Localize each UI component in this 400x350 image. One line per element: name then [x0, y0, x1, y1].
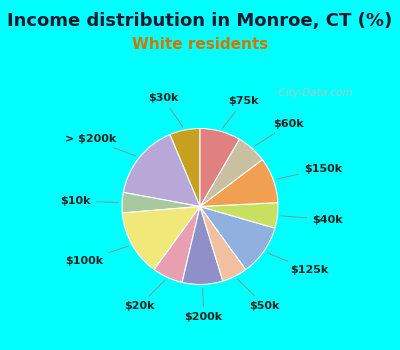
Text: $100k: $100k — [65, 246, 129, 266]
Text: $200k: $200k — [184, 288, 223, 322]
Wedge shape — [200, 206, 246, 281]
Text: $50k: $50k — [237, 279, 280, 310]
Wedge shape — [200, 160, 278, 206]
Text: $75k: $75k — [222, 96, 259, 128]
Text: $30k: $30k — [148, 93, 183, 127]
Wedge shape — [122, 193, 200, 213]
Wedge shape — [200, 206, 275, 270]
Wedge shape — [122, 206, 200, 270]
Wedge shape — [123, 134, 200, 206]
Text: $125k: $125k — [267, 253, 329, 275]
Text: $60k: $60k — [255, 119, 304, 146]
Wedge shape — [170, 128, 200, 206]
Text: City-Data.com: City-Data.com — [272, 88, 352, 98]
Text: $20k: $20k — [124, 280, 165, 311]
Wedge shape — [200, 128, 239, 206]
Text: $150k: $150k — [277, 164, 342, 179]
Text: $10k: $10k — [60, 196, 118, 206]
Text: White residents: White residents — [132, 37, 268, 52]
Text: > $200k: > $200k — [65, 134, 136, 156]
Wedge shape — [182, 206, 223, 285]
Text: $40k: $40k — [281, 215, 343, 225]
Wedge shape — [200, 139, 262, 206]
Text: Income distribution in Monroe, CT (%): Income distribution in Monroe, CT (%) — [7, 12, 393, 30]
Wedge shape — [154, 206, 200, 282]
Wedge shape — [200, 203, 278, 228]
